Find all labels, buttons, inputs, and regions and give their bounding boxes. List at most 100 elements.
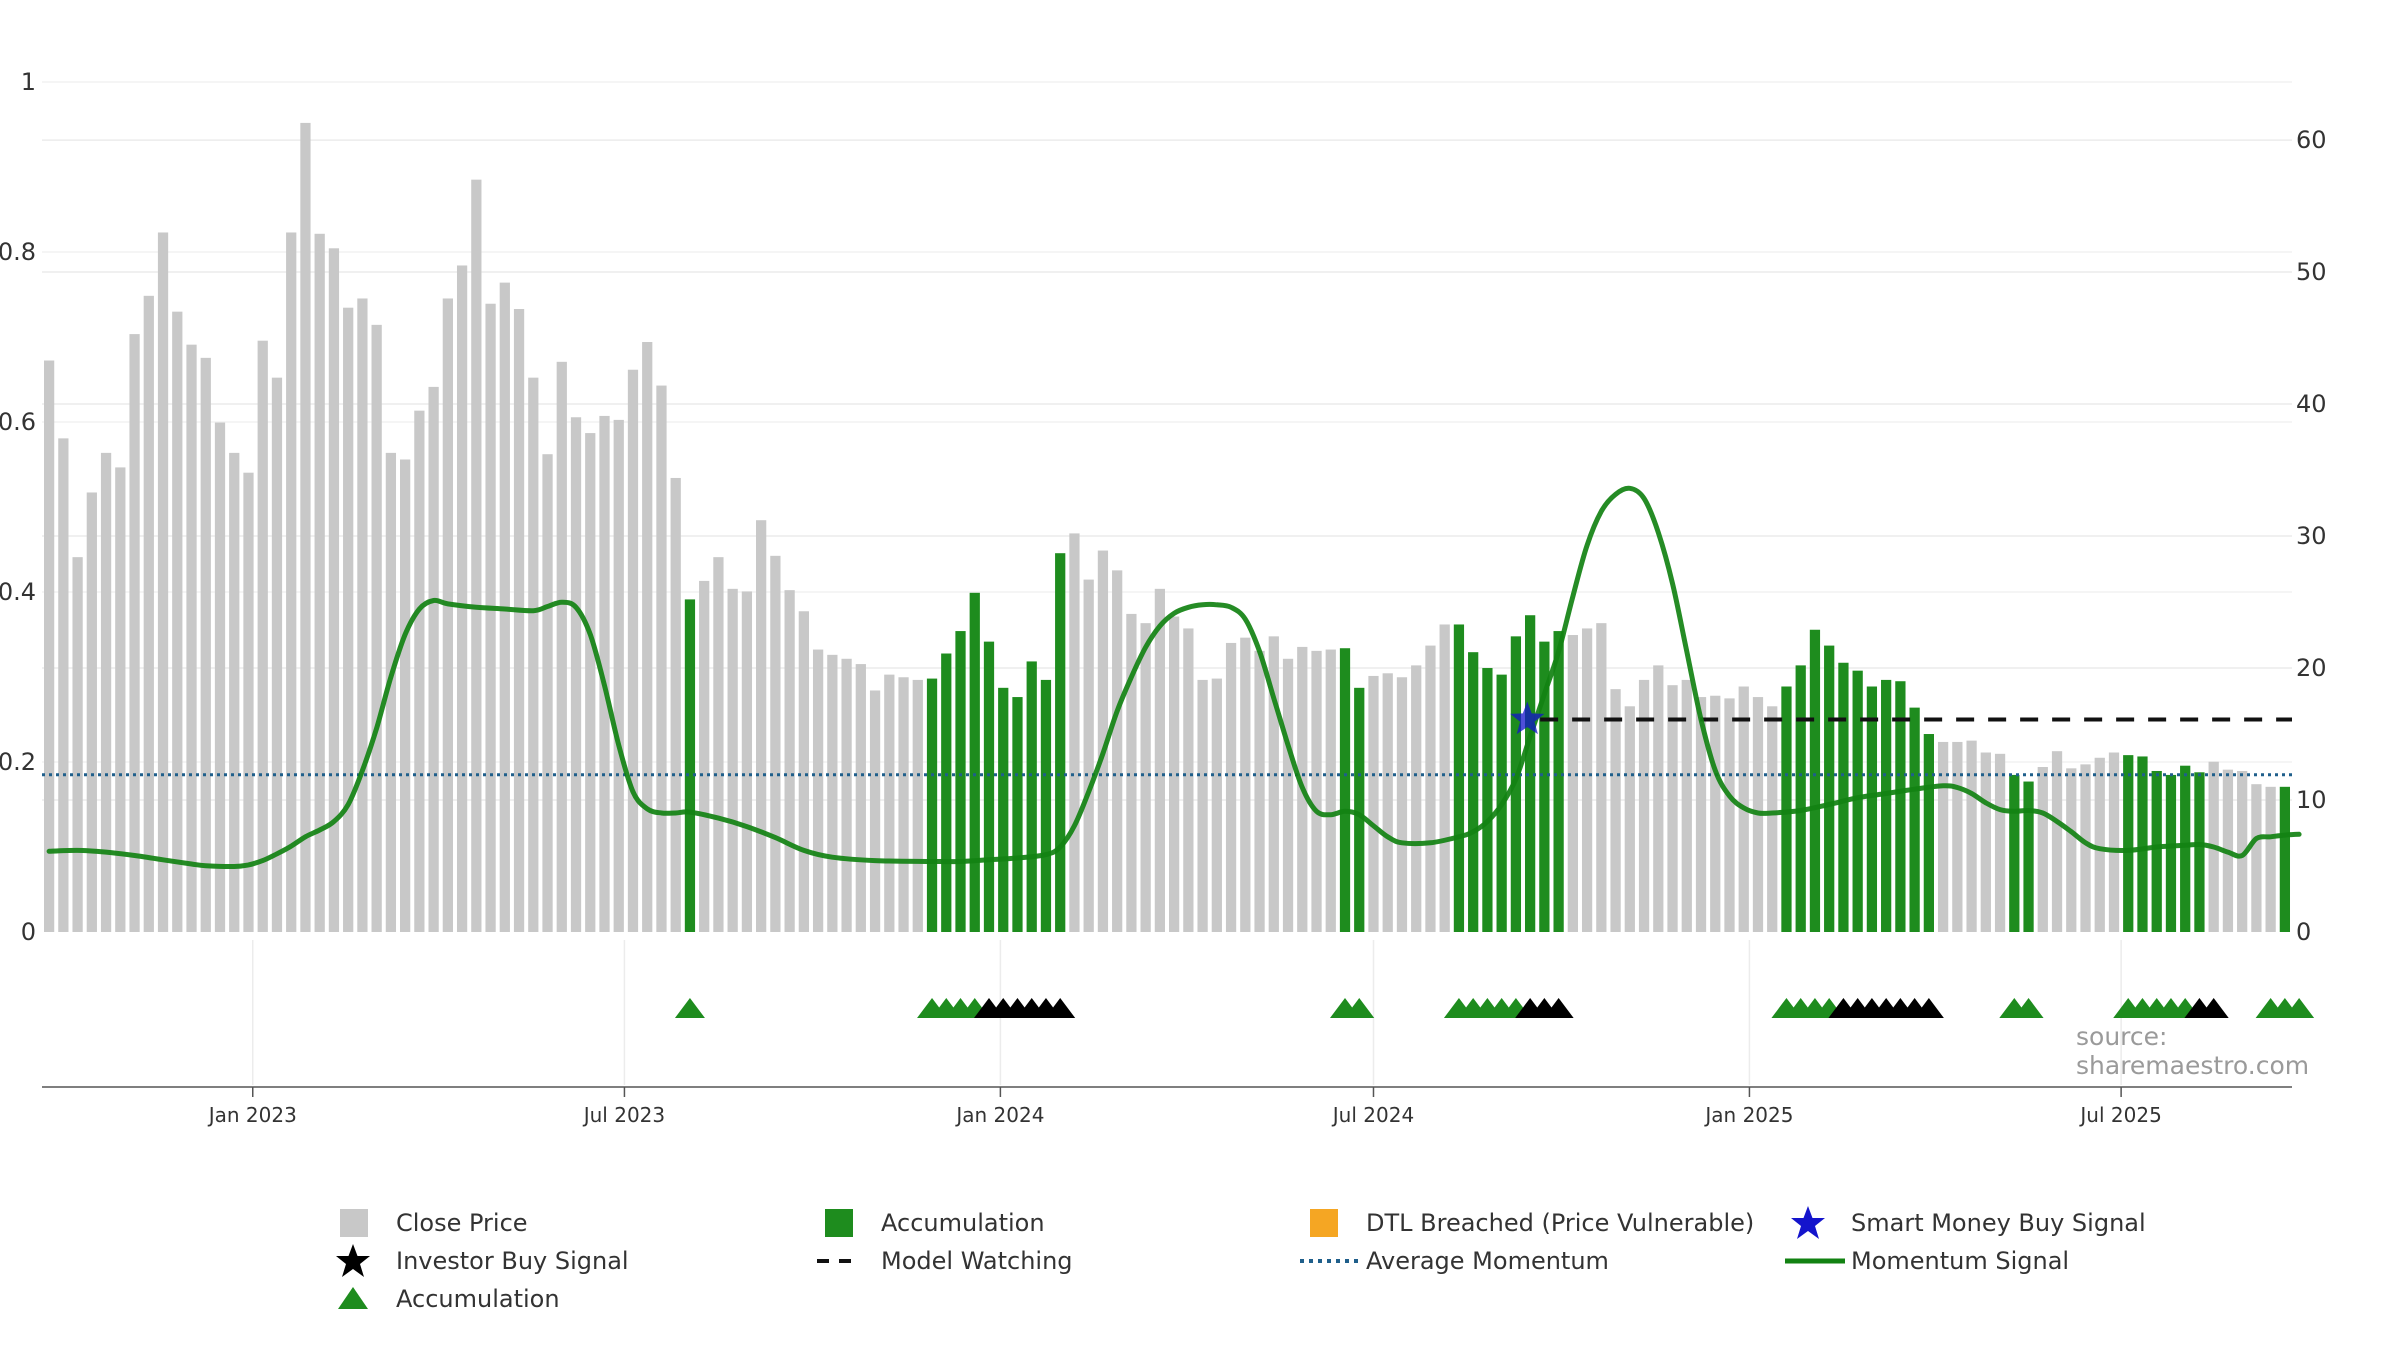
close-price-bar: [1382, 673, 1393, 932]
close-price-bar: [1581, 628, 1593, 932]
close-price-bar: [855, 664, 866, 932]
close-price-bar: [1638, 679, 1650, 932]
close-price-bar: [812, 649, 824, 932]
legend-item-momentum-signal: Momentum Signal: [1785, 1243, 2069, 1279]
close-price-bar: [471, 179, 482, 933]
legend-item-accumulation-triangle: Accumulation: [330, 1281, 560, 1317]
right-y-tick-label: 10: [2296, 786, 2327, 814]
close-price-bar: [670, 477, 681, 932]
close-price-bar: [570, 417, 582, 933]
accumulation-bar: [1852, 670, 1863, 932]
investor-buy-triangle: [2198, 998, 2229, 1018]
x-tick-label: Jan 2023: [207, 1103, 297, 1127]
close-price-bar: [271, 377, 283, 932]
accumulation-bar: [1553, 631, 1564, 932]
close-price-bar: [1439, 624, 1450, 932]
accumulation-bar: [1354, 687, 1365, 932]
close-price-bar: [599, 415, 610, 932]
close-price-bar: [798, 611, 809, 932]
close-price-bar: [2251, 784, 2262, 932]
close-price-bar: [1681, 679, 1692, 932]
close-price-bar: [756, 520, 767, 932]
close-price-bar: [157, 232, 169, 933]
close-price-bar: [1112, 570, 1123, 932]
close-price-bar: [58, 438, 69, 932]
accumulation-bar: [1040, 679, 1052, 932]
x-tick-label: Jan 2025: [1703, 1103, 1793, 1127]
close-price-bar: [1325, 649, 1336, 932]
right-y-tick-label: 20: [2296, 654, 2327, 682]
close-price-bar: [243, 472, 254, 932]
close-price-bar: [400, 459, 411, 932]
close-price-bar: [456, 265, 468, 932]
right-y-tick-label: 0: [2296, 918, 2311, 946]
legend-item-model-watching: Model Watching: [815, 1243, 1073, 1279]
legend-item-dtl-breached: DTL Breached (Price Vulnerable): [1300, 1205, 1754, 1241]
accumulation-bar: [983, 641, 995, 932]
close-price-bar: [1126, 613, 1137, 932]
legend-label: DTL Breached (Price Vulnerable): [1366, 1209, 1755, 1237]
legend-dotted-line-icon: [1300, 1243, 1360, 1279]
close-price-bar: [186, 344, 197, 932]
close-price-bar: [100, 452, 112, 932]
close-price-bar: [1140, 623, 1151, 932]
close-price-bar: [912, 679, 923, 932]
left-y-tick-label: 0.8: [0, 238, 36, 266]
right-y-tick-label: 40: [2296, 390, 2327, 418]
close-price-bar: [2265, 786, 2276, 932]
legend-item-average-momentum: Average Momentum: [1300, 1243, 1609, 1279]
accumulation-bar: [2009, 774, 2020, 932]
close-price-bar: [1197, 679, 1208, 932]
close-price-bar: [627, 369, 639, 932]
indicator-lines: [42, 485, 2302, 870]
accumulation-bar: [1482, 668, 1493, 932]
accumulation-bar: [941, 653, 952, 932]
accumulation-bar: [1055, 553, 1066, 932]
close-price-bar: [556, 361, 567, 932]
legend-item-smart-money: Smart Money Buy Signal: [1785, 1205, 2146, 1241]
close-price-bar: [1653, 665, 1664, 932]
legend: Close Price Accumulation DTL Breached (P…: [330, 1205, 2230, 1335]
x-tick-label: Jan 2024: [954, 1103, 1044, 1127]
close-price-bar: [1282, 658, 1294, 932]
close-price-bar: [43, 360, 55, 932]
close-price-bar: [143, 295, 154, 932]
right-y-tick-label: 50: [2296, 258, 2327, 286]
investor-buy-triangle: [1913, 998, 1944, 1018]
accumulation-bar: [2023, 781, 2034, 932]
close-price-bar: [528, 377, 539, 932]
signal-markers: [674, 701, 2315, 1018]
investor-buy-triangle: [1543, 998, 1574, 1018]
close-price-bar: [385, 452, 397, 932]
close-price-bar: [200, 357, 211, 933]
close-price-bar: [1425, 645, 1436, 932]
legend-dashed-line-icon: [815, 1243, 861, 1279]
close-price-bar: [414, 410, 425, 933]
accumulation-bar: [2151, 770, 2162, 932]
legend-square-gray-icon: [330, 1205, 376, 1241]
close-price-bar: [371, 324, 382, 932]
close-price-bar: [542, 454, 553, 932]
axes: Jan 2023 Jul 2023 Jan 2024 Jul 2024 Jan 2025…: [0, 68, 2327, 1127]
legend-label: Momentum Signal: [1851, 1247, 2070, 1275]
close-price-bar: [1610, 689, 1621, 932]
legend-label: Close Price: [396, 1209, 528, 1237]
close-price-bars: [43, 122, 2291, 933]
right-y-tick-label: 60: [2296, 126, 2327, 154]
accumulation-bar: [2194, 772, 2205, 932]
accumulation-bar: [1525, 615, 1536, 932]
close-price-bar: [172, 311, 183, 932]
close-price-bar: [727, 588, 738, 932]
close-price-bar: [1667, 685, 1678, 932]
close-price-bar: [2080, 764, 2091, 932]
close-price-bar: [1966, 740, 1977, 932]
close-price-bar: [1097, 550, 1109, 932]
close-price-bar: [784, 590, 795, 932]
close-price-bar: [2237, 770, 2248, 932]
close-price-bar: [741, 591, 753, 932]
left-y-tick-label: 1: [21, 68, 36, 96]
accumulation-bar: [1923, 734, 1934, 932]
close-price-bar: [328, 248, 340, 933]
legend-triangle-green-icon: [330, 1281, 376, 1317]
accumulation-bar: [2180, 765, 2191, 932]
